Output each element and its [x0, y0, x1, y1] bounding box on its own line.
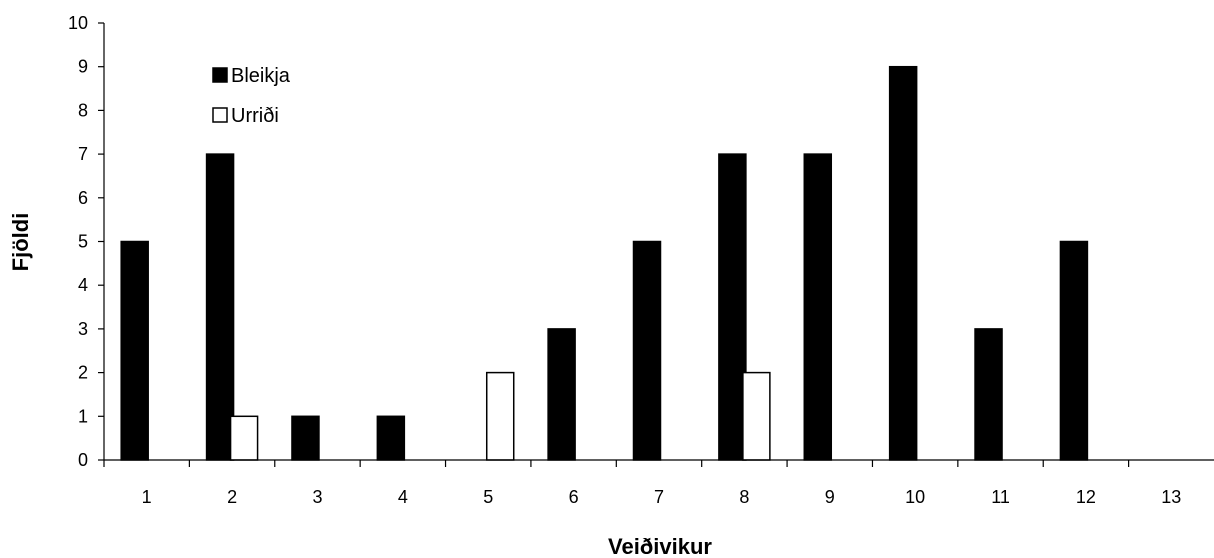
bar-bleikja-6 [547, 328, 576, 461]
y-tick-label: 6 [78, 188, 88, 208]
bar-bleikja-11 [974, 328, 1003, 461]
x-tick-label: 13 [1161, 487, 1181, 507]
y-tick-label: 8 [78, 100, 88, 120]
x-tick-label: 7 [654, 487, 664, 507]
y-tick-label: 7 [78, 144, 88, 164]
legend-label-bleikja: Bleikja [231, 65, 291, 87]
bar-bleikja-3 [291, 415, 320, 461]
legend-item-bleikja: Bleikja [212, 65, 291, 87]
x-tick-label: 6 [569, 487, 579, 507]
bar-urri-i-8 [742, 371, 771, 461]
bar-bleikja-1 [120, 240, 149, 461]
y-tick-label: 10 [68, 13, 88, 33]
y-tick-label: 0 [78, 450, 88, 470]
x-tick-label: 2 [227, 487, 237, 507]
x-axis: 1 2 3 4 5 6 7 8 9 10 11 12 13 [103, 459, 1214, 507]
bar-bleikja-7 [632, 240, 662, 461]
legend: Bleikja Urriði [212, 65, 291, 127]
x-tick-label: 5 [483, 487, 493, 507]
y-axis-title: Fjöldi [8, 213, 33, 272]
y-axis: 0 1 2 3 4 5 6 7 8 9 10 [68, 13, 105, 470]
x-tick-label: 8 [739, 487, 749, 507]
bar-bleikja-12 [1059, 240, 1089, 461]
legend-swatch-bleikja [212, 67, 228, 83]
x-axis-title: Veiðivikur [608, 534, 712, 558]
x-tick-label: 1 [142, 487, 152, 507]
x-tick-label: 10 [905, 487, 925, 507]
bar-bleikja-2 [205, 153, 235, 461]
x-tick-label: 11 [991, 487, 1010, 507]
bar-bleikja-8 [718, 153, 747, 461]
legend-swatch-urridi [212, 107, 228, 123]
x-tick-label: 3 [312, 487, 322, 507]
legend-item-urridi: Urriði [212, 105, 279, 127]
y-tick-label: 5 [78, 232, 88, 252]
bar-bleikja-10 [888, 65, 918, 461]
y-tick-label: 4 [78, 275, 88, 295]
bar-urri-i-5 [485, 371, 515, 461]
legend-label-urridi: Urriði [231, 105, 279, 127]
x-tick-label: 4 [398, 487, 408, 507]
y-tick-label: 2 [78, 363, 88, 383]
y-tick-label: 1 [78, 406, 88, 426]
bar-bleikja-4 [376, 415, 406, 461]
x-tick-label: 9 [825, 487, 835, 507]
y-tick-label: 3 [78, 319, 88, 339]
bar-urri-i-2 [229, 415, 259, 461]
y-tick-label: 9 [78, 57, 88, 77]
x-tick-label: 12 [1076, 487, 1096, 507]
bar-bleikja-9 [803, 153, 833, 461]
